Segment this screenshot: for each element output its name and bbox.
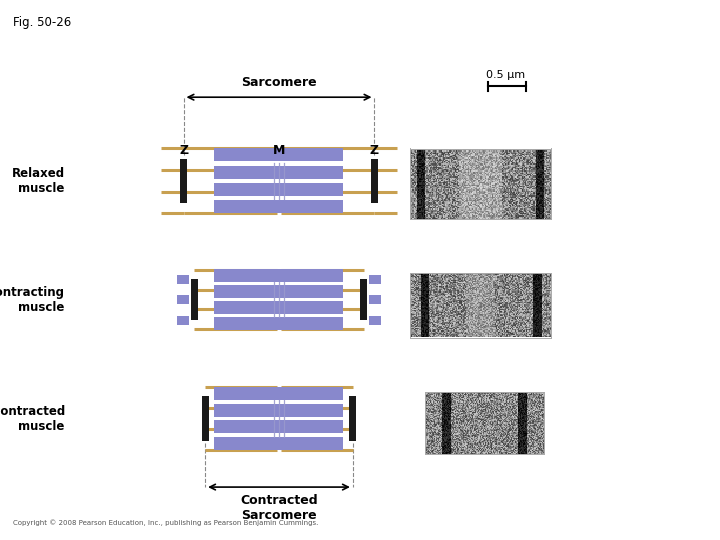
Text: Z: Z xyxy=(370,144,379,157)
Bar xyxy=(371,159,378,202)
Bar xyxy=(214,420,343,433)
Bar xyxy=(369,275,381,284)
Bar xyxy=(214,301,343,314)
Text: Fully contracted
muscle: Fully contracted muscle xyxy=(0,404,65,433)
Text: Contracted
Sarcomere: Contracted Sarcomere xyxy=(240,494,318,522)
Bar xyxy=(214,148,343,161)
Bar xyxy=(180,159,187,202)
Bar xyxy=(214,269,343,282)
Bar xyxy=(177,316,189,325)
Text: Copyright © 2008 Pearson Education, Inc., publishing as Pearson Benjamin Cumming: Copyright © 2008 Pearson Education, Inc.… xyxy=(13,520,318,526)
Bar xyxy=(177,275,189,284)
Bar xyxy=(360,280,367,320)
Text: M: M xyxy=(272,144,285,157)
Bar xyxy=(214,387,343,400)
Bar xyxy=(202,396,209,441)
Bar xyxy=(349,396,356,441)
Text: Contracting
muscle: Contracting muscle xyxy=(0,286,65,314)
Bar xyxy=(214,183,343,196)
Bar xyxy=(214,285,343,298)
Bar xyxy=(214,166,343,179)
Text: Z: Z xyxy=(179,144,188,157)
Bar xyxy=(214,404,343,417)
Bar xyxy=(214,437,343,450)
Bar xyxy=(214,317,343,330)
Bar xyxy=(369,316,381,325)
Text: Sarcomere: Sarcomere xyxy=(241,76,317,89)
Text: Relaxed
muscle: Relaxed muscle xyxy=(12,167,65,195)
Text: 0.5 μm: 0.5 μm xyxy=(486,70,525,80)
Bar xyxy=(191,280,198,320)
Text: Fig. 50-26: Fig. 50-26 xyxy=(13,16,71,29)
Bar xyxy=(214,200,343,213)
Bar xyxy=(177,295,189,304)
Bar xyxy=(369,295,381,304)
